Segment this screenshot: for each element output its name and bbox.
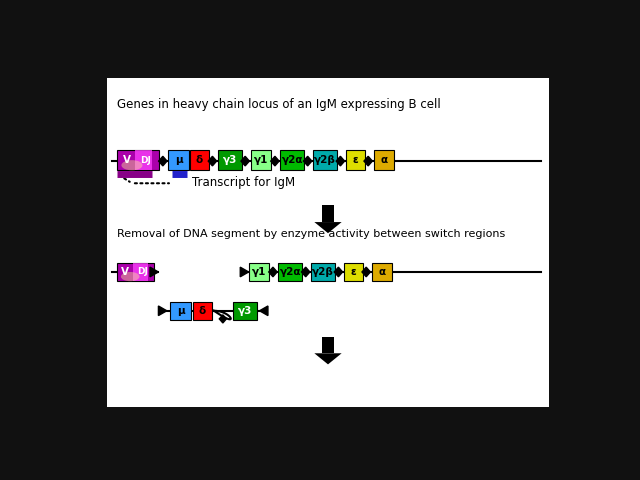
Polygon shape: [241, 156, 250, 166]
Bar: [170, 301, 191, 320]
Text: V: V: [122, 155, 131, 165]
Text: Transcript for IgM: Transcript for IgM: [191, 176, 295, 189]
Text: μ: μ: [177, 306, 184, 316]
Bar: [218, 150, 242, 170]
Text: ε: ε: [351, 267, 356, 277]
Bar: [344, 263, 363, 281]
Polygon shape: [301, 267, 310, 277]
Text: α: α: [378, 267, 386, 277]
Text: γ3: γ3: [237, 306, 252, 316]
Polygon shape: [159, 156, 167, 166]
Text: δ: δ: [196, 155, 203, 165]
Polygon shape: [314, 222, 342, 233]
Polygon shape: [208, 156, 216, 166]
Text: DJ: DJ: [140, 156, 151, 165]
Polygon shape: [260, 306, 268, 315]
Text: δ: δ: [199, 306, 206, 316]
Text: Genes in heavy chain locus of an IgM expressing B cell: Genes in heavy chain locus of an IgM exp…: [117, 98, 441, 111]
Polygon shape: [364, 156, 372, 166]
Bar: [311, 263, 335, 281]
Polygon shape: [220, 315, 227, 323]
Bar: [193, 301, 212, 320]
Bar: [278, 263, 302, 281]
Bar: [322, 205, 334, 222]
FancyBboxPatch shape: [108, 78, 548, 407]
Polygon shape: [159, 306, 167, 315]
Bar: [322, 336, 334, 353]
Bar: [249, 263, 269, 281]
Polygon shape: [362, 267, 371, 277]
Bar: [313, 150, 337, 170]
Text: γ2β: γ2β: [314, 155, 336, 165]
Bar: [374, 150, 394, 170]
Text: γ2α: γ2α: [280, 267, 301, 277]
Ellipse shape: [121, 272, 140, 281]
Text: μ: μ: [175, 155, 182, 165]
Bar: [133, 263, 148, 281]
Polygon shape: [269, 267, 277, 277]
Bar: [190, 150, 209, 170]
Text: γ2α: γ2α: [282, 155, 303, 165]
Text: DJ: DJ: [137, 267, 148, 276]
Text: γ2β: γ2β: [312, 267, 334, 277]
Bar: [251, 150, 271, 170]
Polygon shape: [150, 267, 158, 277]
Polygon shape: [303, 156, 312, 166]
Polygon shape: [271, 156, 279, 166]
Text: α: α: [381, 155, 388, 165]
Text: Removal of DNA segment by enzyme activity between switch regions: Removal of DNA segment by enzyme activit…: [117, 229, 506, 240]
Polygon shape: [240, 267, 249, 277]
Polygon shape: [334, 267, 342, 277]
Text: γ1: γ1: [254, 155, 268, 165]
Text: γ1: γ1: [252, 267, 266, 277]
Text: ε: ε: [353, 155, 358, 165]
Polygon shape: [314, 353, 342, 364]
Bar: [233, 301, 257, 320]
Ellipse shape: [122, 160, 143, 170]
Bar: [168, 150, 189, 170]
Bar: [280, 150, 304, 170]
Text: γ3: γ3: [223, 155, 237, 165]
Bar: [117, 263, 154, 281]
Text: V: V: [122, 267, 129, 277]
Polygon shape: [336, 156, 344, 166]
Bar: [372, 263, 392, 281]
Bar: [135, 150, 152, 170]
Bar: [117, 150, 159, 170]
Bar: [346, 150, 365, 170]
